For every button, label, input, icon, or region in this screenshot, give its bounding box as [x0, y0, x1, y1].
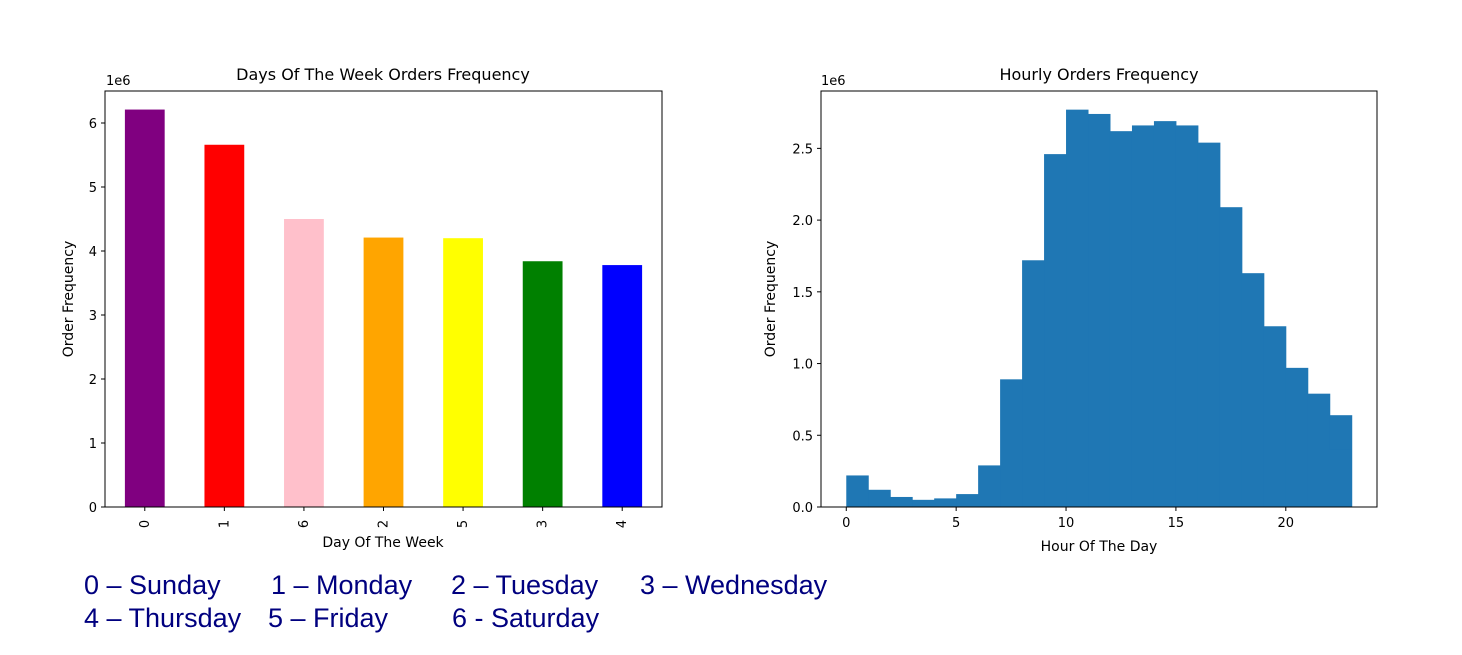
hour-bin-3	[912, 499, 935, 507]
y-tick-label: 2.0	[792, 214, 813, 229]
hour-bin-12	[1109, 131, 1133, 507]
x-tick-label: 3	[536, 520, 551, 528]
x-tick-label: 1	[217, 520, 232, 528]
day-bar-0	[124, 109, 165, 507]
x-tick-label: 15	[1168, 516, 1185, 531]
hour-bin-21	[1307, 393, 1331, 507]
legend-item-0: 0 – Sunday	[84, 570, 221, 600]
hour-bin-23	[1328, 449, 1352, 507]
hour-bin-20	[1285, 367, 1309, 507]
legend-item-4: 4 – Thursday	[84, 603, 242, 633]
y-tick-label: 0.5	[792, 429, 813, 444]
x-tick-label: 0	[842, 516, 850, 531]
hour-bin-15	[1175, 125, 1199, 508]
legend-item-3: 3 – Wednesday	[640, 570, 828, 600]
legend-item-1: 1 – Monday	[271, 570, 413, 600]
x-tick-label: 0	[138, 520, 153, 528]
day-bar-4	[602, 265, 643, 507]
day-bar-6	[284, 219, 324, 507]
hourly-orders-chart: Hourly Orders Frequency 1e6 Order Freque…	[763, 65, 1378, 555]
hour-bin-8	[1022, 260, 1045, 507]
x-tick-label: 5	[952, 516, 960, 531]
x-tick-label: 6	[297, 520, 312, 528]
day-bar-5	[443, 238, 483, 507]
y-tick-label: 1.5	[792, 286, 813, 301]
legend-item-5: 5 – Friday	[268, 603, 389, 633]
chart2-xlabel: Hour Of The Day	[1041, 539, 1158, 555]
x-tick-label: 4	[615, 520, 630, 528]
legend-item-2: 2 – Tuesday	[451, 570, 599, 600]
chart2-title: Hourly Orders Frequency	[999, 65, 1198, 84]
chart1-title: Days Of The Week Orders Frequency	[236, 65, 530, 84]
chart1-ylabel: Order Frequency	[61, 241, 77, 358]
chart1-plot-frame	[104, 90, 663, 508]
hour-bin-7	[1000, 379, 1023, 507]
hour-bin-0	[846, 475, 869, 507]
hour-bin-10	[1066, 109, 1089, 507]
day-bar-1	[204, 144, 245, 507]
hour-bin-11	[1088, 113, 1111, 507]
chart2-plot-frame	[820, 90, 1378, 508]
hour-bin-1	[868, 489, 891, 507]
x-tick-label: 20	[1278, 516, 1295, 531]
y-tick-label: 0	[89, 501, 97, 516]
y-tick-label: 0.0	[792, 501, 813, 516]
hour-bin-16	[1197, 142, 1221, 508]
hour-bin-9	[1044, 154, 1067, 507]
chart1-multiplier: 1e6	[106, 74, 131, 89]
y-tick-label: 2.5	[792, 142, 813, 157]
y-tick-label: 5	[89, 181, 97, 196]
hour-bin-2	[890, 496, 913, 507]
x-tick-label: 2	[377, 520, 392, 528]
hour-bin-13	[1131, 125, 1155, 508]
days-of-week-chart: Days Of The Week Orders Frequency 1e6 Or…	[61, 65, 663, 551]
y-tick-label: 6	[89, 117, 97, 132]
y-tick-label: 2	[89, 373, 97, 388]
y-tick-label: 3	[89, 309, 97, 324]
hour-bin-14	[1153, 121, 1177, 507]
hour-bin-4	[934, 498, 957, 507]
y-tick-label: 1	[89, 437, 97, 452]
y-tick-label: 4	[89, 245, 97, 260]
hour-bin-17	[1219, 207, 1243, 507]
chart1-xlabel: Day Of The Week	[322, 535, 444, 551]
y-tick-label: 1.0	[792, 358, 813, 373]
hour-bin-18	[1241, 273, 1265, 507]
x-tick-label: 5	[456, 520, 471, 528]
hour-bin-6	[978, 465, 1001, 507]
legend-item-6: 6 - Saturday	[452, 603, 600, 633]
day-bar-3	[522, 261, 563, 507]
day-bar-2	[363, 237, 404, 507]
chart2-ylabel: Order Frequency	[763, 241, 779, 358]
hour-bin-19	[1263, 326, 1287, 507]
hour-bin-5	[956, 494, 979, 507]
x-tick-label: 10	[1058, 516, 1075, 531]
chart2-multiplier: 1e6	[821, 74, 846, 89]
